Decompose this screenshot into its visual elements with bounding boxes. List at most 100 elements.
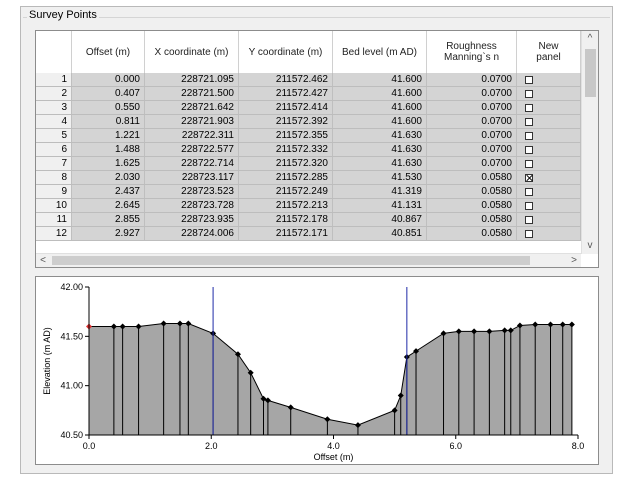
new-panel-checkbox[interactable] <box>524 201 533 210</box>
y-coordinate-cell[interactable]: 211572.249 <box>239 185 333 198</box>
roughness-cell[interactable]: 0.0580 <box>427 199 517 212</box>
offset-cell[interactable]: 2.030 <box>72 171 145 184</box>
table-row[interactable]: 4 0.811 228721.903 211572.392 41.600 0.0700 <box>36 115 581 129</box>
x-coordinate-cell[interactable]: 228721.500 <box>145 87 239 100</box>
roughness-cell[interactable]: 0.0580 <box>427 213 517 226</box>
y-coordinate-cell[interactable]: 211572.355 <box>239 129 333 142</box>
roughness-cell[interactable]: 0.0580 <box>427 171 517 184</box>
x-coordinate-cell[interactable]: 228722.311 <box>145 129 239 142</box>
bed-level-cell[interactable]: 40.851 <box>333 227 427 240</box>
table-row[interactable]: 7 1.625 228722.714 211572.320 41.630 0.0700 <box>36 157 581 171</box>
row-number[interactable]: 9 <box>36 185 72 198</box>
x-coordinate-cell[interactable]: 228724.006 <box>145 227 239 240</box>
offset-cell[interactable]: 1.625 <box>72 157 145 170</box>
y-coordinate-cell[interactable]: 211572.171 <box>239 227 333 240</box>
roughness-cell[interactable]: 0.0700 <box>427 73 517 86</box>
table-row[interactable]: 9 2.437 228723.523 211572.249 41.319 0.0580 <box>36 185 581 199</box>
table-row[interactable]: 10 2.645 228723.728 211572.213 41.131 0.0580 <box>36 199 581 213</box>
y-coordinate-cell[interactable]: 211572.178 <box>239 213 333 226</box>
row-number[interactable]: 12 <box>36 227 72 240</box>
x-coordinate-cell[interactable]: 228722.577 <box>145 143 239 156</box>
roughness-cell[interactable]: 0.0700 <box>427 101 517 114</box>
offset-cell[interactable]: 0.550 <box>72 101 145 114</box>
offset-header[interactable]: Offset (m) <box>72 31 145 73</box>
new-panel-checkbox[interactable] <box>524 103 533 112</box>
bed-level-cell[interactable]: 41.600 <box>333 73 427 86</box>
row-number[interactable]: 6 <box>36 143 72 156</box>
x-coordinate-cell[interactable]: 228721.095 <box>145 73 239 86</box>
new-panel-checkbox[interactable] <box>524 131 533 140</box>
row-number-header[interactable] <box>36 31 72 73</box>
table-row[interactable]: 11 2.855 228723.935 211572.178 40.867 0.0580 <box>36 213 581 227</box>
bed-level-cell[interactable]: 41.131 <box>333 199 427 212</box>
x-coordinate-cell[interactable]: 228723.523 <box>145 185 239 198</box>
new-panel-checkbox[interactable] <box>524 117 533 126</box>
y-coordinate-cell[interactable]: 211572.462 <box>239 73 333 86</box>
offset-cell[interactable]: 0.407 <box>72 87 145 100</box>
roughness-cell[interactable]: 0.0700 <box>427 115 517 128</box>
y-coordinate-cell[interactable]: 211572.320 <box>239 157 333 170</box>
bed-level-cell[interactable]: 41.630 <box>333 143 427 156</box>
roughness-cell[interactable]: 0.0580 <box>427 185 517 198</box>
bed-level-cell[interactable]: 41.600 <box>333 87 427 100</box>
new-panel-checkbox[interactable] <box>524 159 533 168</box>
new-panel-checkbox[interactable] <box>524 229 533 238</box>
y-coordinate-cell[interactable]: 211572.414 <box>239 101 333 114</box>
bed-level-cell[interactable]: 41.600 <box>333 101 427 114</box>
scroll-down-arrow[interactable]: v <box>587 240 593 251</box>
x-coordinate-cell[interactable]: 228723.117 <box>145 171 239 184</box>
roughness-cell[interactable]: 0.0580 <box>427 227 517 240</box>
table-row[interactable]: 3 0.550 228721.642 211572.414 41.600 0.0700 <box>36 101 581 115</box>
offset-cell[interactable]: 0.811 <box>72 115 145 128</box>
roughness-cell[interactable]: 0.0700 <box>427 157 517 170</box>
vertical-scrollbar[interactable]: ^ v <box>581 31 598 254</box>
offset-cell[interactable]: 2.927 <box>72 227 145 240</box>
scroll-thumb[interactable] <box>52 256 530 265</box>
horizontal-scrollbar[interactable]: < > <box>36 253 581 267</box>
row-number[interactable]: 4 <box>36 115 72 128</box>
y-coordinate-cell[interactable]: 211572.332 <box>239 143 333 156</box>
bed-level-cell[interactable]: 41.530 <box>333 171 427 184</box>
y-coordinate-cell[interactable]: 211572.285 <box>239 171 333 184</box>
new-panel-header[interactable]: New panel <box>517 31 581 73</box>
bed-level-cell[interactable]: 41.319 <box>333 185 427 198</box>
offset-cell[interactable]: 1.488 <box>72 143 145 156</box>
new-panel-checkbox[interactable] <box>524 173 533 182</box>
bed-level-cell[interactable]: 41.630 <box>333 157 427 170</box>
offset-cell[interactable]: 2.645 <box>72 199 145 212</box>
table-row[interactable]: 2 0.407 228721.500 211572.427 41.600 0.0700 <box>36 87 581 101</box>
offset-cell[interactable]: 0.000 <box>72 73 145 86</box>
y-coordinate-cell[interactable]: 211572.213 <box>239 199 333 212</box>
table-row[interactable]: 8 2.030 228723.117 211572.285 41.530 0.0580 <box>36 171 581 185</box>
offset-cell[interactable]: 2.437 <box>72 185 145 198</box>
new-panel-checkbox[interactable] <box>524 75 533 84</box>
bed-level-cell[interactable]: 41.600 <box>333 115 427 128</box>
new-panel-checkbox[interactable] <box>524 89 533 98</box>
table-row[interactable]: 12 2.927 228724.006 211572.171 40.851 0.0580 <box>36 227 581 241</box>
table-row[interactable]: 5 1.221 228722.311 211572.355 41.630 0.0700 <box>36 129 581 143</box>
x-coordinate-cell[interactable]: 228723.728 <box>145 199 239 212</box>
x-coordinate-cell[interactable]: 228723.935 <box>145 213 239 226</box>
bed-level-cell[interactable]: 40.867 <box>333 213 427 226</box>
new-panel-checkbox[interactable] <box>524 215 533 224</box>
row-number[interactable]: 11 <box>36 213 72 226</box>
new-panel-checkbox[interactable] <box>524 187 533 196</box>
y-coordinate-cell[interactable]: 211572.427 <box>239 87 333 100</box>
scroll-right-arrow[interactable]: > <box>571 255 577 266</box>
scroll-up-arrow[interactable]: ^ <box>587 33 593 44</box>
roughness-header[interactable]: Roughness Manning`s n <box>427 31 517 73</box>
y-coordinate-header[interactable]: Y coordinate (m) <box>239 31 333 73</box>
roughness-cell[interactable]: 0.0700 <box>427 129 517 142</box>
bed-level-cell[interactable]: 41.630 <box>333 129 427 142</box>
x-coordinate-cell[interactable]: 228721.903 <box>145 115 239 128</box>
roughness-cell[interactable]: 0.0700 <box>427 87 517 100</box>
row-number[interactable]: 2 <box>36 87 72 100</box>
survey-points-table[interactable]: Offset (m) X coordinate (m) Y coordinate (… <box>35 30 599 268</box>
bed-level-header[interactable]: Bed level (m AD) <box>333 31 427 73</box>
x-coordinate-header[interactable]: X coordinate (m) <box>145 31 239 73</box>
scroll-left-arrow[interactable]: < <box>40 255 46 266</box>
offset-cell[interactable]: 2.855 <box>72 213 145 226</box>
roughness-cell[interactable]: 0.0700 <box>427 143 517 156</box>
y-coordinate-cell[interactable]: 211572.392 <box>239 115 333 128</box>
new-panel-checkbox[interactable] <box>524 145 533 154</box>
